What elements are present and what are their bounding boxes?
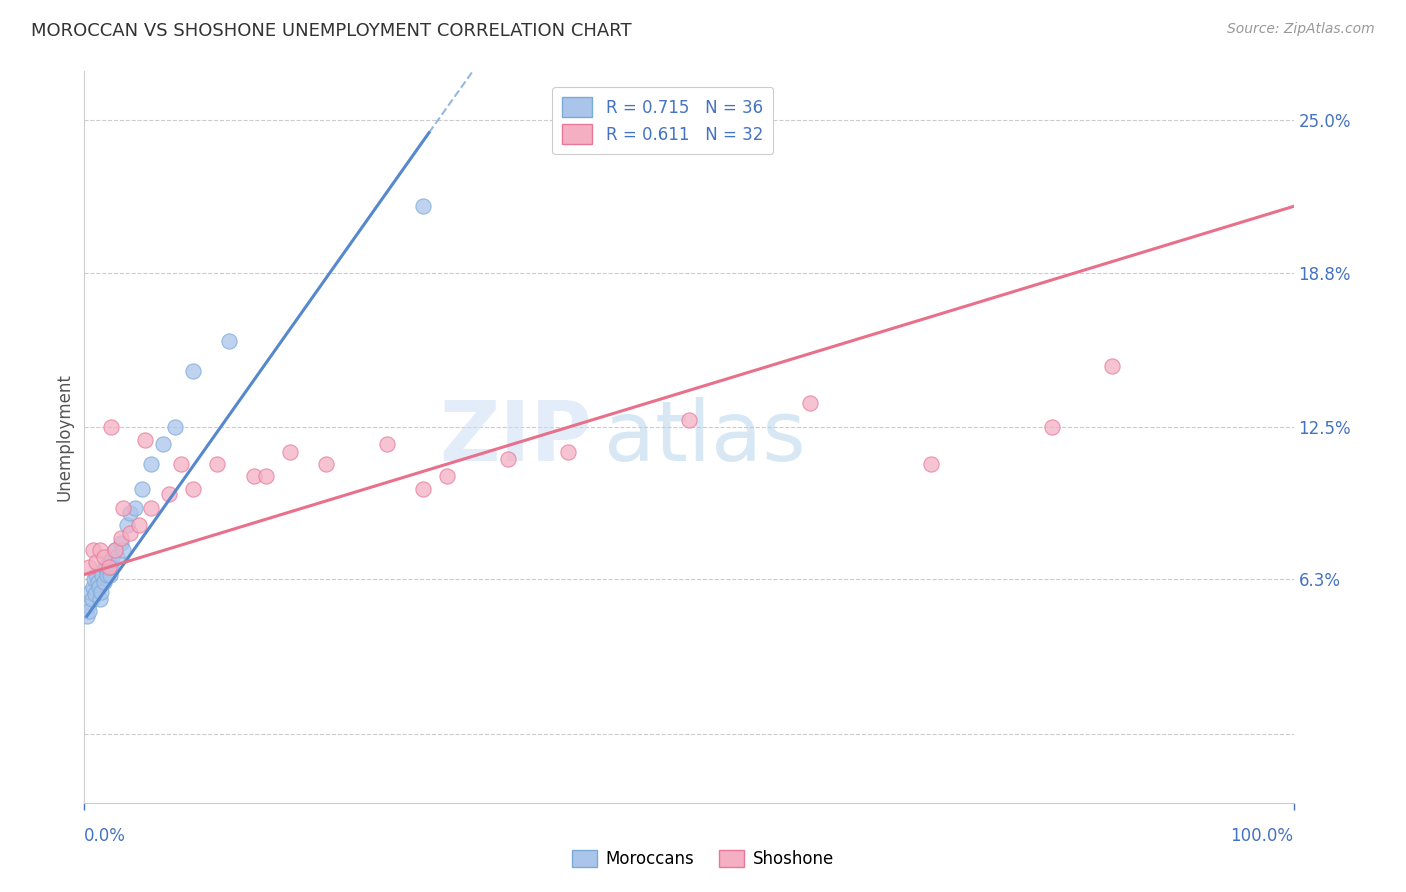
Legend: Moroccans, Shoshone: Moroccans, Shoshone (565, 843, 841, 875)
Point (412, 199, 434, 213)
Point (115, 518, 138, 533)
Point (496, 452, 519, 467)
Point (128, 518, 150, 533)
Point (799, 395, 821, 409)
Point (93, 550, 115, 565)
Point (207, 457, 229, 471)
Point (77, 604, 100, 618)
Point (76, 609, 98, 624)
Point (100, 420, 122, 434)
Point (110, 535, 132, 549)
Point (94, 560, 117, 574)
Point (86, 567, 108, 582)
Point (84, 587, 107, 601)
Point (82, 543, 104, 558)
Text: 100.0%: 100.0% (1230, 828, 1294, 846)
Point (139, 457, 162, 471)
Point (678, 413, 700, 427)
Point (90, 584, 112, 599)
Point (278, 445, 301, 459)
Point (375, 437, 398, 451)
Legend: R = 0.715   N = 36, R = 0.611   N = 32: R = 0.715 N = 36, R = 0.611 N = 32 (553, 87, 773, 154)
Point (134, 433, 156, 447)
Point (79, 584, 101, 599)
Point (181, 364, 204, 378)
Point (82, 580, 104, 594)
Point (96, 567, 118, 582)
Point (1040, 420, 1063, 434)
Point (124, 501, 146, 516)
Text: MOROCCAN VS SHOSHONE UNEMPLOYMENT CORRELATION CHART: MOROCCAN VS SHOSHONE UNEMPLOYMENT CORREL… (31, 22, 631, 40)
Point (86, 555, 108, 569)
Point (101, 550, 124, 565)
Point (242, 469, 264, 483)
Point (89, 592, 111, 607)
Point (131, 482, 153, 496)
Point (100, 560, 122, 574)
Text: Source: ZipAtlas.com: Source: ZipAtlas.com (1227, 22, 1375, 37)
Point (80, 592, 103, 607)
Point (120, 506, 142, 520)
Text: ZIP: ZIP (440, 397, 592, 477)
Point (254, 469, 277, 483)
Point (170, 457, 193, 471)
Point (86, 574, 108, 589)
Y-axis label: Unemployment: Unemployment (55, 373, 73, 501)
Point (87, 580, 110, 594)
Point (315, 457, 337, 471)
Point (83, 573, 105, 587)
Point (436, 469, 458, 483)
Point (557, 445, 579, 459)
Point (181, 482, 204, 496)
Text: 0.0%: 0.0% (84, 828, 127, 846)
Point (110, 531, 132, 545)
Point (77, 560, 100, 574)
Point (112, 543, 135, 558)
Point (920, 457, 942, 471)
Point (94, 560, 117, 574)
Point (157, 486, 180, 500)
Point (112, 501, 135, 516)
Point (77, 599, 100, 614)
Point (120, 525, 142, 540)
Point (98, 567, 121, 582)
Point (104, 543, 127, 558)
Point (165, 420, 187, 434)
Point (89, 543, 111, 558)
Point (105, 550, 128, 565)
Text: atlas: atlas (605, 397, 806, 477)
Point (1101, 359, 1123, 373)
Point (152, 437, 174, 451)
Point (104, 543, 127, 558)
Point (91, 567, 114, 582)
Point (139, 501, 162, 516)
Point (218, 334, 240, 349)
Point (412, 482, 434, 496)
Point (97, 560, 120, 574)
Point (97, 555, 120, 569)
Point (93, 574, 115, 589)
